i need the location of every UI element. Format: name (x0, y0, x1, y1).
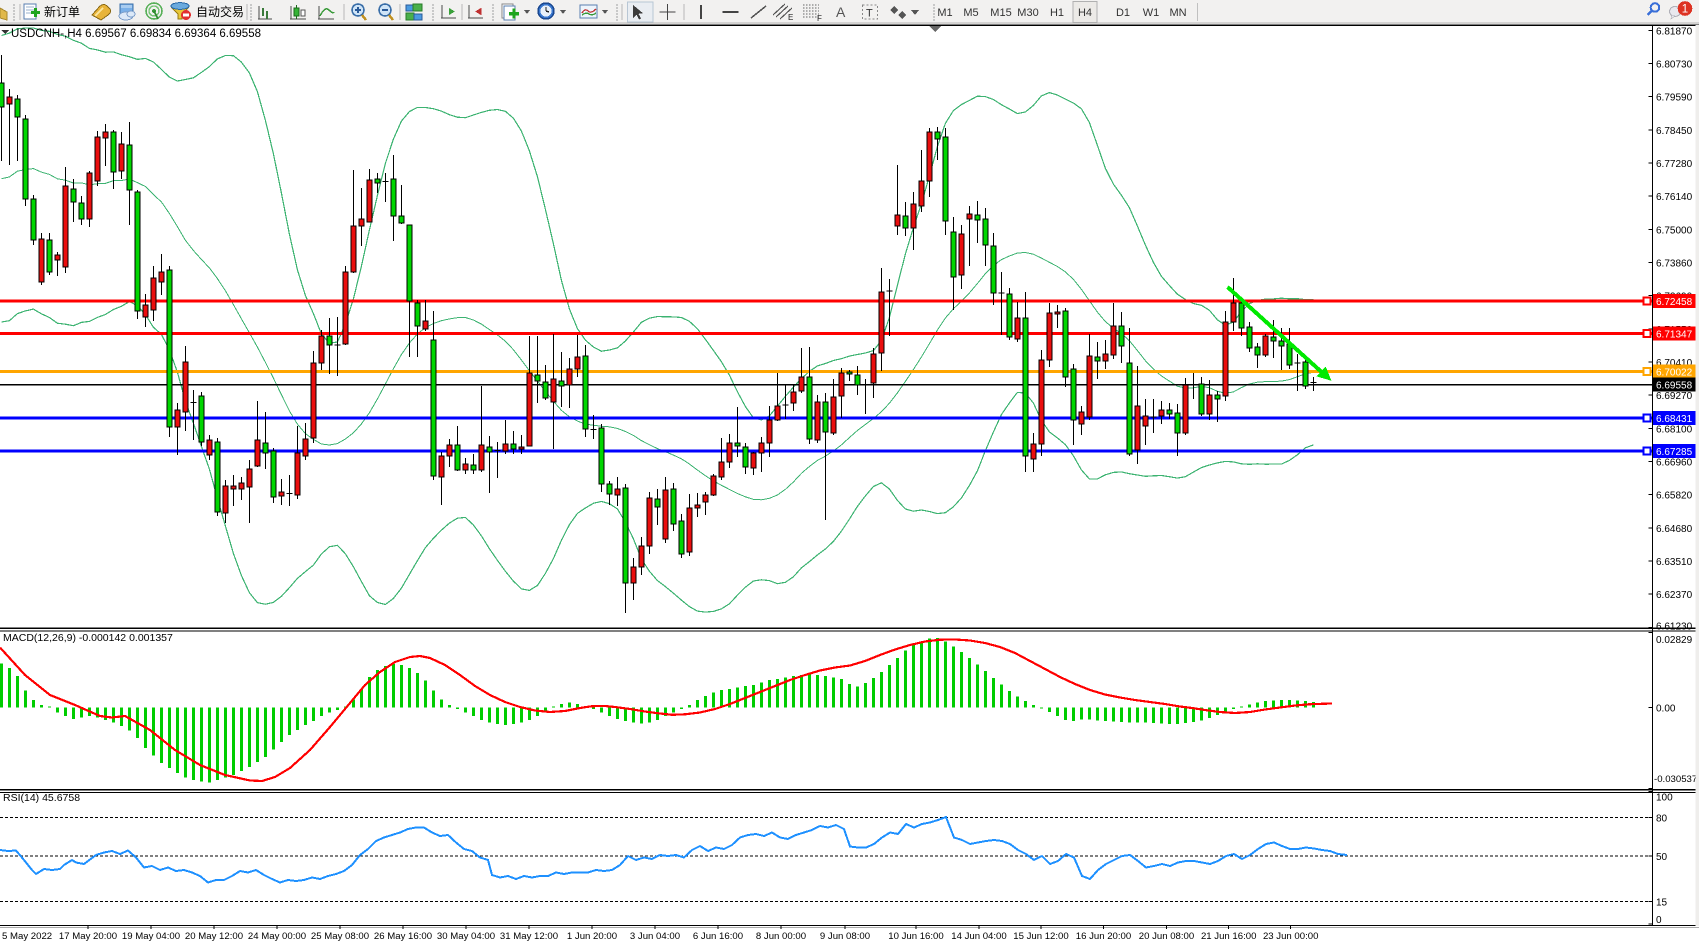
svg-text:15 Jun 12:00: 15 Jun 12:00 (1013, 931, 1068, 942)
svg-text:6.78450: 6.78450 (1656, 126, 1693, 137)
svg-text:17 May 20:00: 17 May 20:00 (59, 931, 117, 942)
svg-text:D1: D1 (1116, 7, 1130, 19)
svg-text:USDCNH-,H4 6.69567 6.69834 6.: USDCNH-,H4 6.69567 6.69834 6.69364 6.695… (11, 28, 261, 40)
svg-text:6.80730: 6.80730 (1656, 60, 1693, 71)
svg-text:14 Jun 04:00: 14 Jun 04:00 (951, 931, 1006, 942)
svg-text:6.63510: 6.63510 (1656, 557, 1693, 568)
svg-text:W1: W1 (1143, 7, 1160, 19)
svg-text:5 May 2022: 5 May 2022 (2, 931, 52, 942)
svg-text:E: E (788, 13, 793, 22)
svg-text:25 May 08:00: 25 May 08:00 (311, 931, 369, 942)
svg-text:6.81870: 6.81870 (1656, 26, 1693, 37)
svg-text:21 Jun 16:00: 21 Jun 16:00 (1201, 931, 1256, 942)
svg-text:24 May 00:00: 24 May 00:00 (248, 931, 306, 942)
svg-text:M30: M30 (1017, 7, 1038, 19)
svg-text:16 Jun 20:00: 16 Jun 20:00 (1076, 931, 1131, 942)
svg-text:1: 1 (1682, 4, 1688, 16)
svg-text:23 Jun 00:00: 23 Jun 00:00 (1263, 931, 1318, 942)
svg-text:F: F (817, 14, 822, 23)
svg-text:-0.030537: -0.030537 (1654, 774, 1697, 785)
svg-text:RSI(14) 45.6758: RSI(14) 45.6758 (3, 792, 80, 804)
svg-text:M1: M1 (937, 7, 952, 19)
svg-text:H4: H4 (1078, 7, 1092, 19)
svg-text:6.65820: 6.65820 (1656, 491, 1693, 502)
svg-text:6.71347: 6.71347 (1656, 330, 1693, 341)
svg-text:6.62370: 6.62370 (1656, 590, 1693, 601)
svg-text:T: T (866, 8, 873, 20)
svg-text:MN: MN (1169, 7, 1186, 19)
svg-text:0.02829: 0.02829 (1656, 635, 1693, 646)
svg-text:M5: M5 (963, 7, 978, 19)
svg-text:新订单: 新订单 (44, 4, 80, 19)
svg-text:6.77280: 6.77280 (1656, 159, 1693, 170)
svg-text:6.69270: 6.69270 (1656, 391, 1693, 402)
svg-text:6.61230: 6.61230 (1656, 622, 1693, 633)
svg-text:50: 50 (1656, 852, 1668, 863)
svg-text:1 Jun 20:00: 1 Jun 20:00 (567, 931, 617, 942)
svg-text:6.76140: 6.76140 (1656, 192, 1693, 203)
svg-text:8 Jun 00:00: 8 Jun 00:00 (756, 931, 806, 942)
svg-text:30 May 04:00: 30 May 04:00 (437, 931, 495, 942)
svg-text:6.67285: 6.67285 (1656, 447, 1693, 458)
svg-text:A: A (836, 4, 846, 20)
svg-text:0.00: 0.00 (1656, 704, 1676, 715)
svg-text:6.66960: 6.66960 (1656, 458, 1693, 469)
svg-text:80: 80 (1656, 814, 1668, 825)
svg-text:6.73860: 6.73860 (1656, 259, 1693, 270)
svg-text:9 Jun 08:00: 9 Jun 08:00 (820, 931, 870, 942)
svg-text:6.72458: 6.72458 (1656, 297, 1693, 308)
svg-text:6.69558: 6.69558 (1656, 381, 1693, 392)
svg-text:20 May 12:00: 20 May 12:00 (185, 931, 243, 942)
svg-text:26 May 16:00: 26 May 16:00 (374, 931, 432, 942)
svg-text:10 Jun 16:00: 10 Jun 16:00 (888, 931, 943, 942)
svg-text:100: 100 (1656, 793, 1673, 804)
svg-text:15: 15 (1656, 898, 1668, 909)
svg-text:6.70410: 6.70410 (1656, 358, 1693, 369)
svg-text:19 May 04:00: 19 May 04:00 (122, 931, 180, 942)
svg-text:自动交易: 自动交易 (196, 4, 244, 19)
svg-text:20 Jun 08:00: 20 Jun 08:00 (1139, 931, 1194, 942)
svg-text:6.79590: 6.79590 (1656, 93, 1693, 104)
svg-text:6 Jun 16:00: 6 Jun 16:00 (693, 931, 743, 942)
svg-text:6.70022: 6.70022 (1656, 368, 1693, 379)
svg-text:M15: M15 (990, 7, 1011, 19)
svg-text:6.68100: 6.68100 (1656, 424, 1693, 435)
svg-text:6.64680: 6.64680 (1656, 524, 1693, 535)
svg-text:MACD(12,26,9) -0.000142 0.0013: MACD(12,26,9) -0.000142 0.001357 (3, 632, 173, 644)
svg-text:3 Jun 04:00: 3 Jun 04:00 (630, 931, 680, 942)
svg-text:6.75000: 6.75000 (1656, 225, 1693, 236)
svg-text:H1: H1 (1050, 7, 1064, 19)
svg-text:6.68431: 6.68431 (1656, 414, 1693, 425)
svg-text:31 May 12:00: 31 May 12:00 (500, 931, 558, 942)
svg-text:0: 0 (1656, 915, 1662, 926)
